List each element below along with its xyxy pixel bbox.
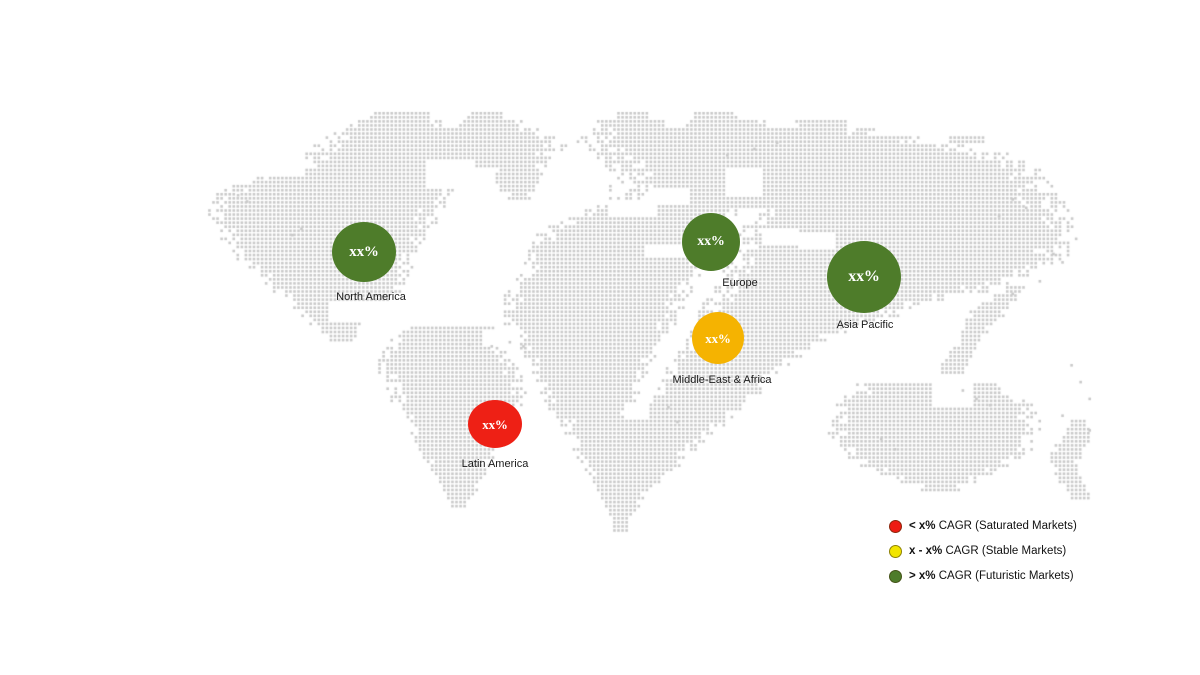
legend-item-stable[interactable]: x - x% CAGR (Stable Markets) [889, 544, 1077, 558]
legend-item-saturated[interactable]: < x% CAGR (Saturated Markets) [889, 519, 1077, 533]
legend-dot-stable-icon [889, 544, 902, 558]
region-bubble-asia-pacific[interactable]: xx% [827, 241, 901, 313]
region-value-middle-east-africa: xx% [705, 330, 731, 346]
legend: < x% CAGR (Saturated Markets) x - x% CAGR… [889, 519, 1077, 583]
region-label-europe: Europe [722, 277, 758, 289]
region-value-europe: xx% [697, 234, 725, 249]
legend-threshold-futuristic: > x% [909, 570, 936, 582]
region-label-north-america: North America [336, 291, 406, 303]
region-label-middle-east-africa: Middle-East & Africa [672, 374, 772, 386]
legend-description-saturated: CAGR (Saturated Markets) [935, 520, 1077, 532]
region-bubble-europe[interactable]: xx% [682, 213, 740, 271]
legend-description-stable: CAGR (Stable Markets) [942, 545, 1067, 557]
legend-dot-futuristic-icon [889, 569, 902, 583]
legend-threshold-stable: x - x% [909, 545, 943, 557]
legend-threshold-saturated: < x% [909, 520, 936, 532]
region-label-asia-pacific: Asia Pacific [836, 319, 894, 331]
region-bubble-middle-east-africa[interactable]: xx% [692, 312, 744, 364]
region-bubble-north-america[interactable]: xx% [332, 222, 396, 282]
region-value-latin-america: xx% [482, 416, 508, 432]
region-value-asia-pacific: xx% [848, 268, 880, 285]
region-bubble-latin-america[interactable]: xx% [468, 400, 522, 448]
legend-dot-saturated-icon [889, 519, 902, 533]
region-label-latin-america: Latin America [461, 458, 529, 470]
legend-item-futuristic[interactable]: > x% CAGR (Futuristic Markets) [889, 569, 1077, 583]
region-value-north-america: xx% [349, 243, 379, 260]
legend-label-futuristic: > x% CAGR (Futuristic Markets) [909, 570, 1074, 582]
legend-label-saturated: < x% CAGR (Saturated Markets) [909, 520, 1077, 532]
legend-description-futuristic: CAGR (Futuristic Markets) [935, 570, 1074, 582]
legend-label-stable: x - x% CAGR (Stable Markets) [909, 545, 1066, 557]
